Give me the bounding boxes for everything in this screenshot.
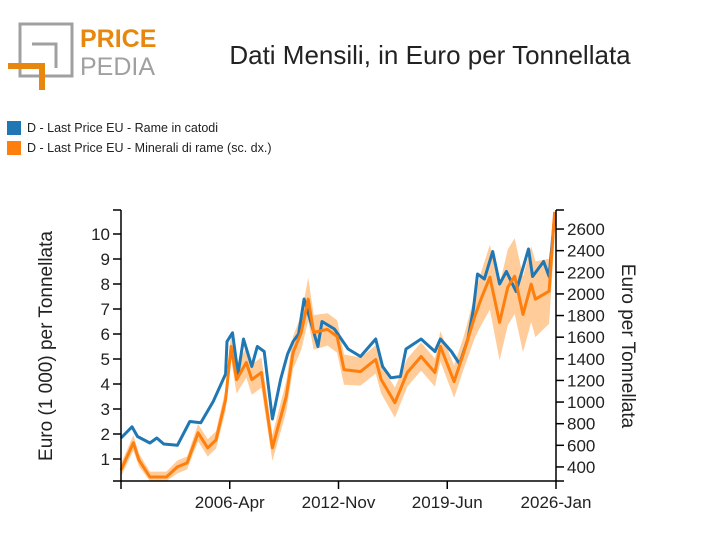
y-tick-label-right: 2000 — [567, 285, 605, 304]
series-line-minerali-rame — [119, 211, 557, 479]
legend-label: D - Last Price EU - Rame in catodi — [27, 121, 219, 135]
y-tick-label-left: 5 — [101, 350, 110, 369]
y-tick-label-left: 10 — [91, 225, 110, 244]
y-tick-label-right: 2400 — [567, 242, 605, 261]
y-tick-label-left: 9 — [101, 250, 110, 269]
lines-layer — [119, 211, 557, 479]
y-tick-label-left: 1 — [101, 450, 110, 469]
y-tick-label-right: 1400 — [567, 350, 605, 369]
y-axis-label-right: Euro per Tonnellata — [617, 264, 638, 429]
pricepedia-logo: PRICE PEDIA — [8, 22, 156, 90]
logo-text-top: PRICE — [80, 25, 156, 53]
y-tick-label-left: 8 — [101, 275, 110, 294]
legend: D - Last Price EU - Rame in catodi D - L… — [7, 118, 272, 158]
y-tick-label-left: 6 — [101, 325, 110, 344]
y-tick-label-left: 4 — [101, 375, 110, 394]
logo-orange-corner — [8, 63, 45, 90]
y-tick-label-right: 1600 — [567, 328, 605, 347]
chart-title: Dati Mensili, in Euro per Tonnellata — [229, 40, 631, 70]
y-tick-label-left: 2 — [101, 425, 110, 444]
x-tick-label: 2006-Apr — [195, 493, 265, 512]
y-tick-label-right: 1000 — [567, 393, 605, 412]
logo-text-bottom: PEDIA — [80, 53, 155, 81]
logo-gray-corner — [32, 42, 58, 68]
x-tick-label: 2026-Jan — [521, 493, 592, 512]
y-tick-label-left: 7 — [101, 300, 110, 319]
series-line-rame-catodi — [119, 216, 557, 447]
y-tick-label-right: 400 — [567, 458, 595, 477]
y-tick-label-left: 3 — [101, 400, 110, 419]
legend-swatch — [7, 141, 21, 155]
y-tick-label-right: 800 — [567, 415, 595, 434]
y-tick-label-right: 1200 — [567, 371, 605, 390]
y-tick-label-right: 2600 — [567, 220, 605, 239]
axes-layer: 1 2 3 4 5 6 7 8 9 10 400 600 800 1000 1200 1400 1600 1800… — [91, 209, 605, 512]
logo-gray-square — [18, 22, 74, 78]
y-tick-label-right: 600 — [567, 436, 595, 455]
y-tick-label-right: 1800 — [567, 307, 605, 326]
y-axis-label-left: Euro (1 000) per Tonnellata — [36, 231, 57, 461]
y-tick-label-right: 2200 — [567, 263, 605, 282]
x-tick-label: 2012-Nov — [302, 493, 376, 512]
legend-item-rame-catodi[interactable]: D - Last Price EU - Rame in catodi — [7, 118, 272, 138]
legend-label: D - Last Price EU - Minerali di rame (sc… — [27, 141, 272, 155]
legend-item-minerali-rame[interactable]: D - Last Price EU - Minerali di rame (sc… — [7, 138, 272, 158]
legend-swatch — [7, 121, 21, 135]
x-tick-label: 2019-Jun — [412, 493, 483, 512]
